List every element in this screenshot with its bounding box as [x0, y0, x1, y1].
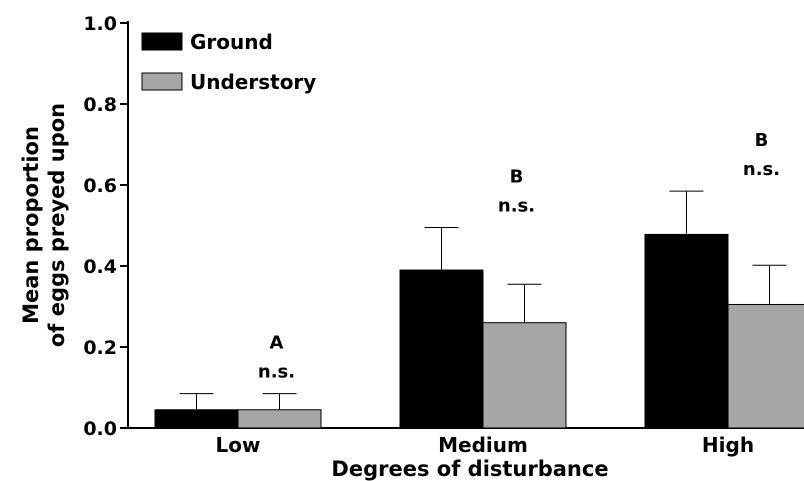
bar-ground-medium [399, 269, 484, 429]
bar-understory-medium [482, 322, 567, 429]
group-letter: B [510, 167, 524, 188]
bar-understory-high [727, 303, 804, 429]
significance-label: n.s. [258, 362, 295, 383]
y-axis-title-line-2: of eggs preyed upon [45, 103, 69, 347]
axes: 0.0 0.2 0.4 0.6 0.8 1.0 Low Medium High [83, 13, 804, 457]
group-letter: B [755, 130, 769, 151]
x-axis-title: Degrees of disturbance [331, 457, 608, 481]
legend-swatch-understory [141, 72, 183, 91]
legend-label-ground: Ground [190, 30, 273, 54]
significance-label: n.s. [498, 196, 535, 217]
x-tick-label: Medium [438, 433, 528, 457]
legend: Ground Understory [141, 30, 316, 94]
bars [154, 190, 804, 429]
bar-ground-high [644, 233, 729, 429]
y-tick-label: 0.0 [83, 418, 117, 440]
y-tick-label: 0.2 [83, 337, 117, 359]
x-tick-label: High [702, 433, 754, 457]
annotations: n.s. An.s. B n.s. B [258, 130, 780, 383]
bar-understory-low [237, 409, 322, 429]
y-axis-title-line-1: Mean proportion [19, 126, 43, 324]
legend-label-understory: Understory [190, 70, 316, 94]
significance-label: n.s. [743, 159, 780, 180]
y-tick-label: 1.0 [83, 13, 117, 35]
x-tick-label: Low [216, 433, 261, 457]
legend-swatch-ground [141, 32, 183, 51]
y-tick-label: 0.8 [83, 94, 117, 116]
y-tick-label: 0.4 [83, 256, 117, 278]
y-tick-label: 0.6 [83, 175, 117, 197]
group-letter: A [270, 333, 284, 354]
bar-ground-low [154, 409, 239, 429]
